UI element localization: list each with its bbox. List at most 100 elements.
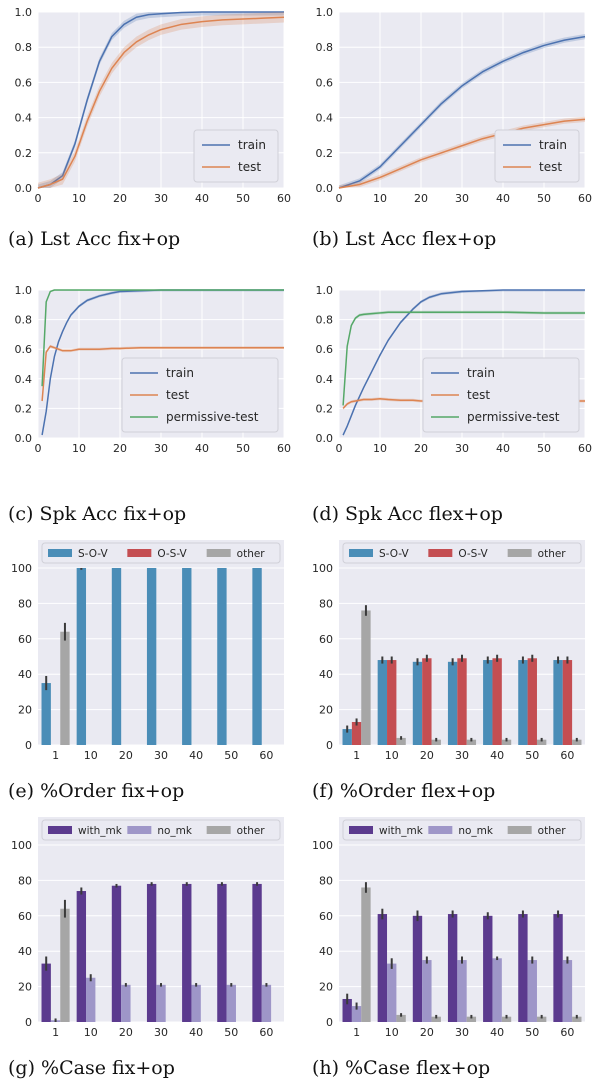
legend-box (41, 819, 281, 841)
legend-label-test: test (166, 388, 189, 402)
legend-label-other: other (538, 548, 567, 560)
bar-with_mk (342, 998, 352, 1022)
y-tick-label: 0.8 (15, 41, 33, 54)
x-tick-label: 40 (189, 749, 203, 762)
x-tick-label: 20 (420, 749, 434, 762)
legend-label-train: train (539, 138, 567, 152)
y-tick-label: 0.2 (15, 147, 33, 160)
legend: with_mk no_mk other (41, 819, 281, 841)
chart-c: 0 10 20 30 40 50 60 0.0 0.2 0.4 0.6 0.8 1.0 train test… (8, 284, 291, 525)
x-tick-label: 40 (195, 442, 209, 455)
x-tick-label: 60 (560, 1026, 574, 1039)
legend-box (494, 129, 580, 183)
bar-no_mk (527, 960, 537, 1022)
y-tick-label: 0 (25, 1016, 32, 1029)
legend-swatch-O-S-V (428, 549, 453, 557)
y-tick-label: 40 (319, 945, 333, 958)
series-line-permissive-test (342, 311, 585, 406)
chart-a: 0 10 20 30 40 50 60 0.0 0.2 0.4 0.6 0.8 1.0 train test… (8, 6, 291, 250)
legend-label-train: train (238, 138, 266, 152)
legend-swatch-other (206, 826, 231, 834)
bar-S-O-V (377, 660, 388, 745)
x-tick-label: 60 (560, 749, 574, 762)
bar-no_mk (226, 984, 236, 1022)
legend-swatch-other (206, 549, 231, 557)
x-tick-label: 10 (72, 442, 86, 455)
bar-S-O-V (111, 568, 122, 745)
y-tick-label: 0.4 (15, 373, 33, 386)
y-tick-label: 0 (326, 1016, 333, 1029)
legend-label-other: other (237, 548, 266, 560)
bar-O-S-V (457, 658, 467, 745)
y-tick-label: 0 (326, 739, 333, 752)
x-tick-label: 50 (537, 192, 551, 205)
x-tick-label: 50 (236, 442, 250, 455)
legend-swatch-no_mk (127, 826, 152, 834)
y-tick-label: 80 (319, 874, 333, 887)
legend-label-with_mk: with_mk (379, 825, 424, 837)
chart-g: 0 20 40 60 80 100 1 10 20 30 40 50 60 with_mk no_mk oth… (8, 817, 284, 1079)
y-tick-label: 20 (18, 981, 32, 994)
caption-a: (a) Lst Acc fix+op (8, 228, 180, 250)
legend-label-O-S-V: O-S-V (157, 548, 187, 560)
legend: S-O-V O-S-V other (342, 542, 582, 564)
bar-no_mk (422, 960, 432, 1022)
x-tick-label: 60 (578, 442, 592, 455)
bar-other (431, 1016, 441, 1022)
legend-swatch-S-O-V (48, 549, 72, 557)
bar-other (466, 739, 477, 745)
bar-S-O-V (412, 661, 423, 745)
x-tick-label: 30 (455, 1026, 469, 1039)
x-tick-label: 40 (496, 442, 510, 455)
x-tick-label: 30 (154, 749, 168, 762)
bar-with_mk (76, 891, 87, 1022)
legend-swatch-other (507, 826, 532, 834)
bar-with_mk (553, 914, 563, 1022)
legend: train test permissive-test (121, 357, 279, 433)
bar-S-O-V (342, 729, 352, 745)
y-tick-label: 20 (319, 981, 333, 994)
caption-f: (f) %Order flex+op (312, 780, 495, 802)
bar-other (536, 1016, 547, 1022)
x-tick-label: 10 (385, 749, 399, 762)
x-tick-label: 10 (84, 1026, 98, 1039)
bar-O-S-V (351, 721, 362, 745)
legend-label-no_mk: no_mk (157, 825, 193, 837)
bar-with_mk (483, 915, 493, 1022)
bar-no_mk (261, 984, 272, 1022)
legend-swatch-no_mk (428, 826, 453, 834)
y-tick-label: 60 (319, 910, 333, 923)
x-tick-label: 10 (84, 749, 98, 762)
bar-with_mk (146, 883, 157, 1022)
bar-no_mk (492, 958, 502, 1022)
legend-swatch-with_mk (48, 826, 72, 834)
y-tick-label: 100 (11, 839, 32, 852)
x-tick-label: 0 (336, 192, 343, 205)
y-tick-label: 20 (319, 704, 333, 717)
bar-no_mk (562, 960, 573, 1022)
y-tick-label: 0.4 (316, 112, 334, 125)
y-tick-label: 0.0 (316, 182, 334, 195)
legend-label-no_mk: no_mk (458, 825, 494, 837)
y-tick-label: 0.6 (316, 343, 334, 356)
y-tick-label: 0.8 (316, 41, 334, 54)
x-tick-label: 50 (224, 749, 238, 762)
bar-other (501, 739, 512, 745)
y-tick-label: 0.8 (15, 314, 33, 327)
x-tick-label: 1 (353, 1026, 360, 1039)
legend-label-test: test (539, 160, 562, 174)
x-tick-label: 20 (414, 192, 428, 205)
y-tick-label: 1.0 (15, 6, 33, 19)
legend-label-S-O-V: S-O-V (78, 548, 108, 560)
chart-b: 0 10 20 30 40 50 60 0.0 0.2 0.4 0.6 0.8 1.0 train test… (312, 6, 592, 250)
bar-O-S-V (562, 660, 573, 745)
y-tick-label: 0.2 (15, 402, 33, 415)
legend-label-S-O-V: S-O-V (379, 548, 409, 560)
y-tick-label: 0.4 (15, 112, 33, 125)
bar-S-O-V (553, 660, 563, 745)
legend-swatch-O-S-V (127, 549, 152, 557)
bar-S-O-V (252, 568, 262, 745)
legend-box (342, 542, 582, 564)
bar-with_mk (111, 885, 122, 1022)
y-tick-label: 0.0 (15, 182, 33, 195)
